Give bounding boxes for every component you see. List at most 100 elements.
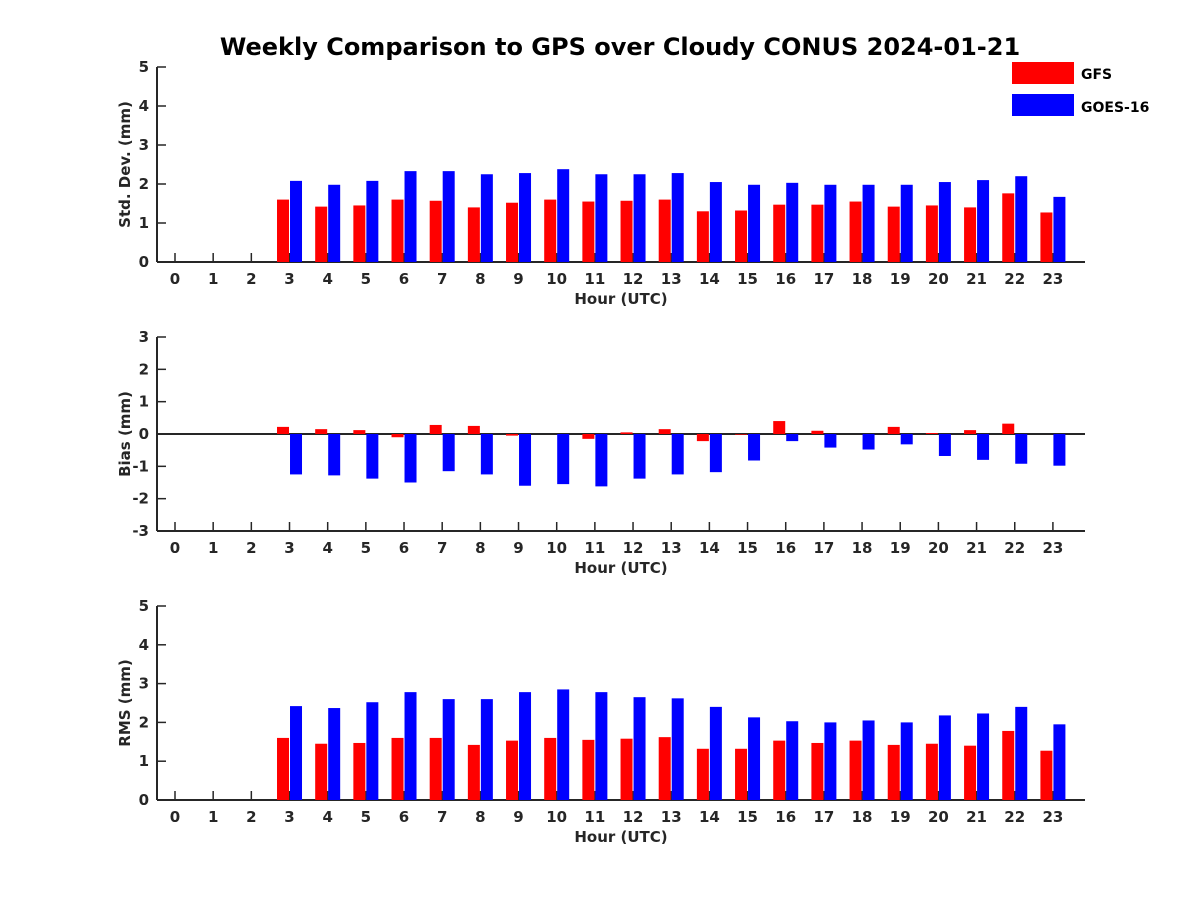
std-dev-mm-bar-gfs [467, 207, 480, 262]
rms-mm-bar-gfs [1002, 730, 1015, 800]
bias-mm-x-tick-label: 22 [1004, 539, 1025, 557]
std-dev-mm-x-tick-label: 10 [546, 270, 567, 288]
std-dev-mm-x-tick-label: 5 [361, 270, 371, 288]
rms-mm-x-tick-label: 6 [399, 808, 409, 826]
bias-mm-x-tick-label: 18 [852, 539, 873, 557]
rms-mm-x-tick-label: 13 [661, 808, 682, 826]
rms-mm-bar-gfs [391, 737, 404, 800]
bias-mm-x-tick-label: 13 [661, 539, 682, 557]
std-dev-mm-bar-goes-16 [786, 182, 799, 262]
bias-mm-bar-goes-16 [709, 434, 722, 473]
std-dev-mm-bar-gfs [353, 205, 366, 262]
bias-mm-bar-gfs [277, 426, 290, 434]
std-dev-mm-x-tick-label: 17 [813, 270, 834, 288]
std-dev-mm-y-tick-label: 5 [139, 58, 149, 76]
bias-mm-x-tick-label: 21 [966, 539, 987, 557]
rms-mm-bar-gfs [315, 743, 328, 800]
rms-mm-bar-goes-16 [480, 699, 493, 800]
std-dev-mm-bar-gfs [1002, 193, 1015, 262]
std-dev-mm-bar-gfs [811, 204, 824, 262]
rms-mm-bar-gfs [658, 737, 671, 800]
rms-mm-bar-goes-16 [595, 692, 608, 800]
bias-mm-x-tick-label: 16 [775, 539, 796, 557]
rms-mm-y-tick-label: 4 [139, 636, 149, 654]
rms-mm-x-tick-label: 9 [513, 808, 523, 826]
bias-mm-x-axis-label: Hour (UTC) [574, 559, 667, 577]
std-dev-mm-y-axis-label: Std. Dev. (mm) [116, 101, 134, 228]
std-dev-mm-bar-goes-16 [1053, 196, 1066, 262]
bias-mm-y-tick-label: -2 [132, 490, 149, 508]
std-dev-mm-bar-goes-16 [748, 184, 761, 262]
figure-title: Weekly Comparison to GPS over Cloudy CON… [220, 33, 1020, 61]
rms-mm-bar-goes-16 [900, 722, 913, 800]
bias-mm-x-tick-label: 17 [813, 539, 834, 557]
std-dev-mm-x-tick-label: 7 [437, 270, 447, 288]
std-dev-mm-bar-gfs [582, 201, 595, 262]
bias-mm-bar-gfs [735, 434, 748, 435]
bias-mm-bar-gfs [315, 429, 328, 434]
bias-mm-bar-gfs [429, 424, 442, 434]
rms-mm-bar-goes-16 [709, 706, 722, 800]
rms-mm-x-tick-label: 4 [322, 808, 332, 826]
std-dev-mm-x-tick-label: 2 [246, 270, 256, 288]
rms-mm-bar-goes-16 [290, 706, 303, 800]
bias-mm-bar-gfs [353, 430, 366, 434]
rms-mm-bar-gfs [353, 742, 366, 800]
rms-mm-bar-goes-16 [748, 717, 761, 800]
std-dev-mm-y-tick-label: 1 [139, 214, 149, 232]
bias-mm-x-tick-label: 1 [208, 539, 218, 557]
std-dev-mm-x-tick-label: 4 [322, 270, 332, 288]
rms-mm-bar-gfs [544, 737, 557, 800]
bias-mm-bar-goes-16 [366, 434, 379, 479]
bias-mm-x-tick-label: 19 [890, 539, 911, 557]
bias-mm-x-tick-label: 20 [928, 539, 949, 557]
rms-mm-x-tick-label: 18 [852, 808, 873, 826]
rms-mm-bar-goes-16 [862, 720, 875, 800]
rms-mm-x-tick-label: 2 [246, 808, 256, 826]
bias-mm-x-tick-label: 15 [737, 539, 758, 557]
rms-mm-x-tick-label: 21 [966, 808, 987, 826]
std-dev-mm-x-tick-label: 0 [170, 270, 180, 288]
rms-mm-x-tick-label: 17 [813, 808, 834, 826]
std-dev-mm-x-tick-label: 12 [623, 270, 644, 288]
std-dev-mm-bar-goes-16 [977, 180, 990, 262]
std-dev-mm-bar-goes-16 [862, 184, 875, 262]
rms-mm-bar-goes-16 [786, 721, 799, 800]
rms-mm-x-tick-label: 23 [1042, 808, 1063, 826]
std-dev-mm-bar-gfs [429, 200, 442, 262]
std-dev-mm-x-tick-label: 11 [584, 270, 605, 288]
rms-mm-bar-gfs [467, 744, 480, 800]
bias-mm-bar-gfs [658, 429, 671, 434]
bias-mm-bar-goes-16 [404, 434, 417, 483]
bias-mm-bar-goes-16 [786, 434, 799, 442]
rms-mm-x-tick-label: 12 [623, 808, 644, 826]
std-dev-mm-bar-goes-16 [671, 173, 684, 262]
std-dev-mm-y-tick-label: 4 [139, 97, 149, 115]
bias-mm-bar-gfs [582, 434, 595, 439]
std-dev-mm-bar-gfs [277, 199, 290, 262]
bias-mm-bar-goes-16 [900, 434, 913, 445]
bias-mm-bar-gfs [925, 433, 938, 434]
legend: GFS GOES-16 [1012, 62, 1149, 116]
std-dev-mm-bar-goes-16 [328, 184, 341, 262]
std-dev-mm-y-tick-label: 2 [139, 175, 149, 193]
std-dev-mm-bar-gfs [658, 199, 671, 262]
bias-mm-x-tick-label: 23 [1042, 539, 1063, 557]
std-dev-mm-bar-goes-16 [480, 174, 493, 262]
bias-mm-x-tick-label: 0 [170, 539, 180, 557]
rms-mm-bar-gfs [506, 740, 519, 800]
rms-mm-x-tick-label: 19 [890, 808, 911, 826]
rms-mm-bar-goes-16 [977, 713, 990, 800]
bias-mm-x-tick-label: 7 [437, 539, 447, 557]
std-dev-mm-bar-gfs [925, 205, 938, 262]
legend-label-gfs: GFS [1081, 67, 1112, 83]
std-dev-mm-bar-goes-16 [1015, 176, 1028, 262]
bias-mm-bar-goes-16 [938, 434, 951, 456]
bias-mm-bar-goes-16 [595, 434, 608, 487]
std-dev-mm-x-tick-label: 1 [208, 270, 218, 288]
rms-mm-bar-gfs [925, 743, 938, 800]
bias-mm-bar-goes-16 [290, 434, 303, 475]
rms-mm-y-tick-label: 1 [139, 752, 149, 770]
